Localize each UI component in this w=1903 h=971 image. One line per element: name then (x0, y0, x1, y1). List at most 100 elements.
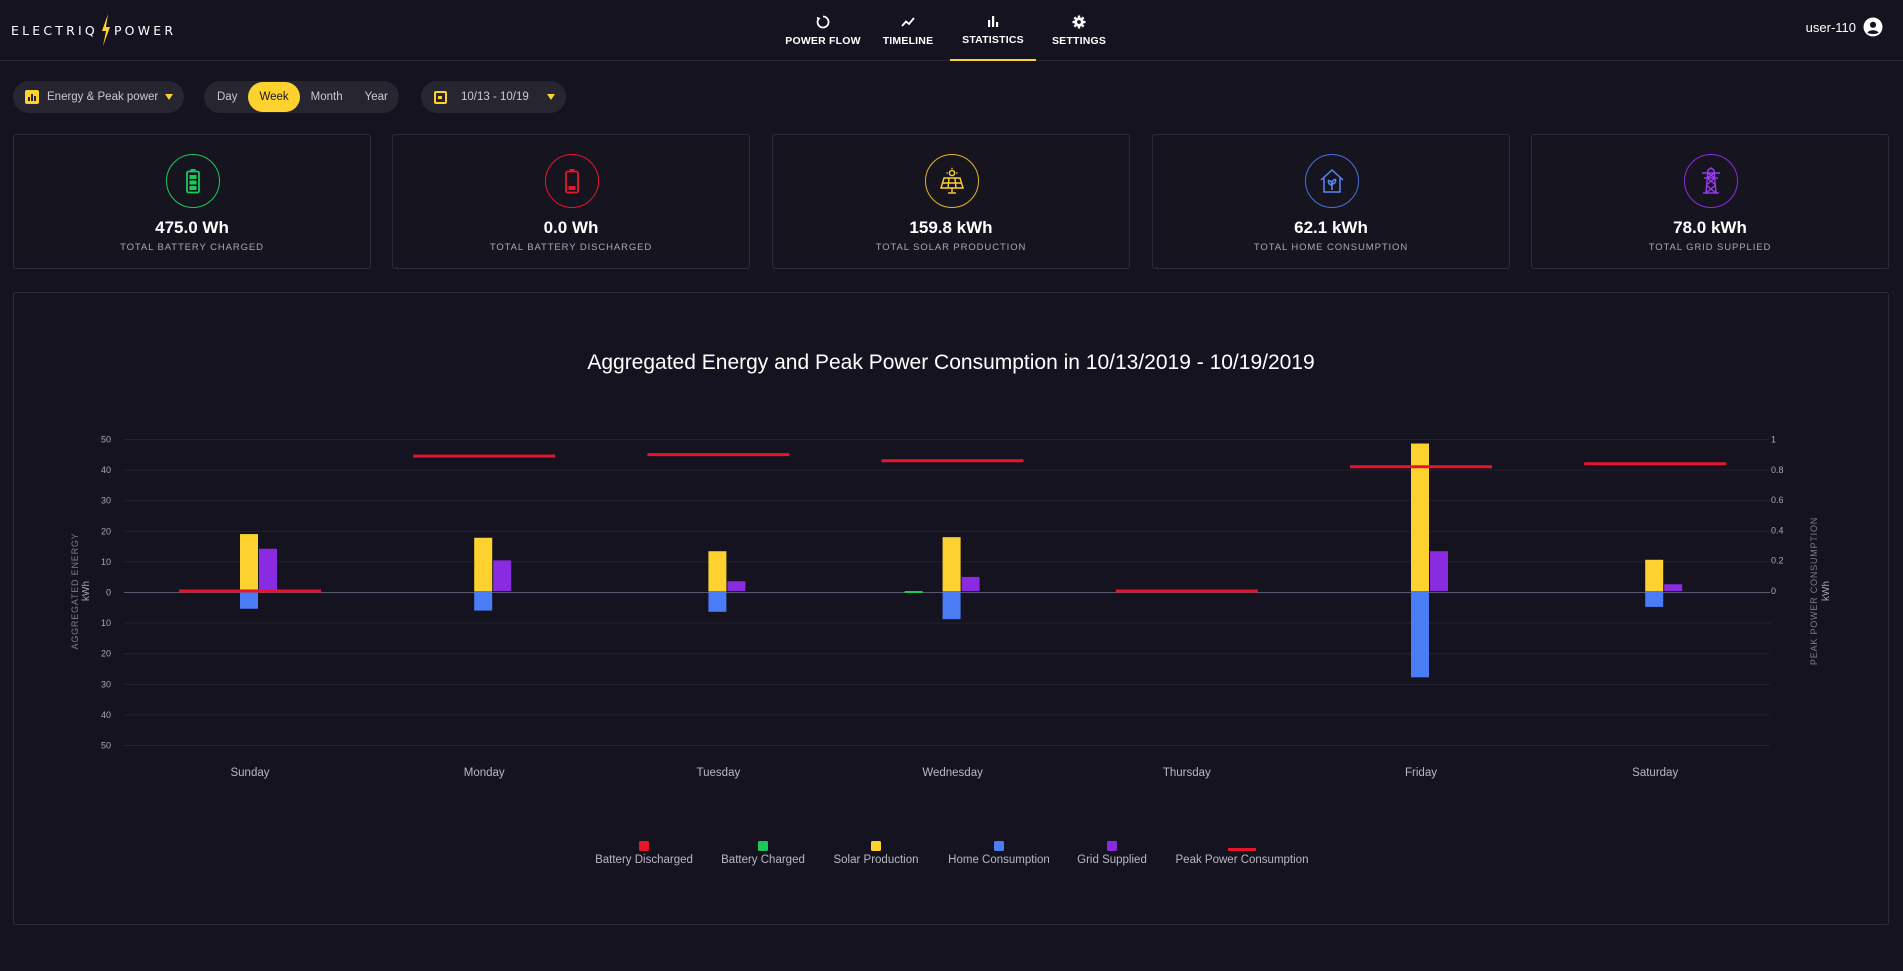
account-circle-icon (1863, 17, 1883, 37)
icon-circle (925, 154, 979, 208)
brand-name-left: ELECTRIQ (11, 22, 98, 38)
gear-icon (1072, 15, 1086, 28)
date-range-value: 10/13 - 10/19 (461, 91, 529, 103)
stat-card-grid-supplied: 78.0 kWh TOTAL GRID SUPPLIED (1531, 134, 1889, 269)
bar-chart-icon (988, 15, 999, 27)
bar-home-consumption (942, 591, 961, 620)
legend-swatch (994, 841, 1004, 851)
y-left-tick-label: 40 (101, 465, 111, 475)
period-week[interactable]: Week (248, 82, 300, 112)
view-select[interactable]: Energy & Peak power (13, 81, 184, 113)
x-tick-label: Sunday (230, 767, 269, 779)
bar-solar-production (708, 551, 727, 591)
period-day[interactable]: Day (217, 91, 238, 103)
legend-label: Peak Power Consumption (1176, 854, 1309, 866)
legend-swatch (1107, 841, 1117, 851)
chart-panel: Aggregated Energy and Peak Power Consump… (13, 292, 1889, 925)
bar-home-consumption (1645, 591, 1664, 607)
legend-label: Battery Discharged (595, 854, 693, 866)
period-year[interactable]: Year (364, 91, 388, 103)
nav-label: TIMELINE (882, 34, 934, 47)
nav-label: SETTINGS (1051, 34, 1107, 47)
stat-label: TOTAL BATTERY DISCHARGED (489, 242, 653, 253)
y-right-tick-label: 0.6 (1771, 495, 1784, 505)
y-left-tick-label: 50 (101, 435, 111, 445)
stat-value: 0.0 Wh (543, 218, 599, 237)
bar-home-consumption (240, 591, 258, 609)
nav-power-flow[interactable]: POWER FLOW (780, 0, 866, 61)
period-toggle: Day Week Month Year (204, 81, 399, 113)
bar-grid-supplied (493, 560, 512, 591)
icon-circle (1305, 154, 1359, 208)
refresh-icon (816, 15, 830, 28)
stat-value: 78.0 kWh (1673, 218, 1747, 237)
main-nav: POWER FLOW TIMELINE STATISTICS (780, 0, 1122, 61)
stat-card-battery-charged: 475.0 Wh TOTAL BATTERY CHARGED (13, 134, 371, 269)
chevron-down-icon (165, 94, 173, 100)
energy-chart: 50 40 30 20 10 0 10 20 30 40 50 1 0.8 0.6 0.4 0.2 0 AGGRE… (70, 435, 1832, 867)
y-left-tick-label: 30 (101, 496, 111, 506)
y-left-tick-label: 0 (106, 588, 111, 598)
icon-circle (1684, 154, 1738, 208)
house-icon (1320, 168, 1344, 193)
nav-timeline[interactable]: TIMELINE (866, 0, 950, 61)
legend-label: Battery Charged (721, 854, 805, 866)
bar-home-consumption (474, 591, 493, 611)
stat-card-battery-discharged: 0.0 Wh TOTAL BATTERY DISCHARGED (392, 134, 750, 269)
nav-label: POWER FLOW (785, 34, 861, 47)
y-left-tick-label: 50 (101, 741, 111, 751)
trend-line-icon (901, 16, 915, 27)
y-right-tick-label: 0.2 (1771, 556, 1784, 566)
x-tick-label: Saturday (1632, 767, 1678, 779)
nav-settings[interactable]: SETTINGS (1036, 0, 1122, 61)
stat-label: TOTAL BATTERY CHARGED (120, 242, 264, 253)
bar-solar-production (1645, 559, 1664, 591)
brand-logo[interactable]: ELECTRIQ POWER (11, 14, 176, 46)
stat-card-solar-production: 159.8 kWh TOTAL SOLAR PRODUCTION (772, 134, 1130, 269)
bar-solar-production (240, 534, 258, 591)
bar-grid-supplied (1430, 551, 1448, 591)
legend-swatch (639, 841, 649, 851)
lightning-bolt-icon (101, 14, 110, 46)
power-tower-icon (1702, 167, 1720, 194)
stat-label: TOTAL HOME CONSUMPTION (1253, 242, 1409, 253)
y-left-axis-unit: kWh (81, 581, 92, 601)
bar-solar-production (474, 537, 493, 591)
bar-solar-production (942, 537, 961, 591)
stat-card-home-consumption: 62.1 kWh TOTAL HOME CONSUMPTION (1152, 134, 1510, 269)
y-left-axis-label: AGGREGATED ENERGY (70, 533, 80, 650)
legend-swatch (758, 841, 768, 851)
user-menu[interactable]: user-110 (1806, 17, 1883, 37)
y-right-axis-label: PEAK POWER CONSUMPTION (1809, 517, 1819, 665)
stat-value: 62.1 kWh (1294, 218, 1368, 237)
bar-grid-supplied (259, 548, 277, 591)
period-month[interactable]: Month (310, 91, 343, 103)
username: user-110 (1805, 19, 1856, 35)
chart-title: Aggregated Energy and Peak Power Consump… (587, 351, 1315, 374)
bar-home-consumption (708, 591, 727, 612)
solar-panel-icon (940, 167, 964, 194)
bar-grid-supplied (727, 581, 746, 591)
x-tick-label: Friday (1405, 767, 1437, 779)
y-right-tick-label: 0.4 (1771, 525, 1784, 535)
y-right-axis-unit: kWh (1821, 581, 1832, 601)
chart-type-icon (25, 90, 39, 104)
legend-label: Home Consumption (948, 854, 1050, 866)
y-right-tick-label: 0.8 (1771, 465, 1784, 475)
app-header: ELECTRIQ POWER POWER FLOW TIMELINE (0, 0, 1903, 61)
bar-grid-supplied (961, 576, 980, 591)
calendar-icon (434, 90, 447, 104)
x-tick-label: Monday (464, 767, 505, 779)
y-left-tick-label: 30 (101, 679, 111, 689)
stat-label: TOTAL GRID SUPPLIED (1648, 242, 1772, 253)
bar-grid-supplied (1664, 584, 1683, 591)
battery-full-icon (186, 169, 200, 194)
nav-statistics[interactable]: STATISTICS (950, 0, 1036, 61)
icon-circle (166, 154, 220, 208)
y-left-tick-label: 20 (101, 649, 111, 659)
legend-label: Solar Production (833, 854, 918, 866)
icon-circle (545, 154, 599, 208)
view-select-value: Energy & Peak power (47, 91, 159, 103)
nav-label: STATISTICS (962, 33, 1024, 46)
date-range-select[interactable]: 10/13 - 10/19 (421, 81, 566, 113)
